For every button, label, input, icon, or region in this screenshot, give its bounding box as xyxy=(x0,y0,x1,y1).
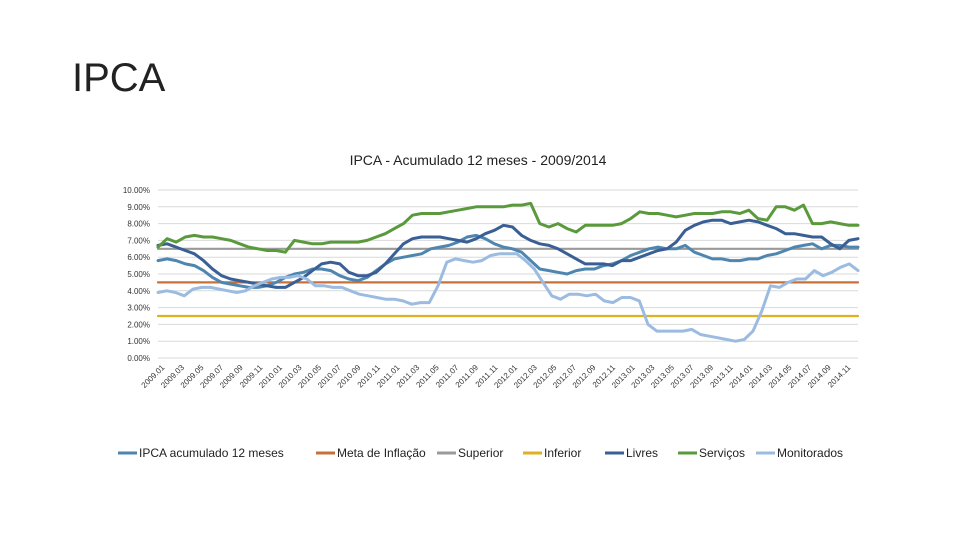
series-layer xyxy=(156,201,860,343)
series-line-0 xyxy=(156,233,860,289)
series-line-6 xyxy=(156,252,860,343)
y-tick-label: 7.00% xyxy=(127,236,150,245)
series-line-4 xyxy=(156,218,860,289)
y-tick-label: 3.00% xyxy=(127,304,150,313)
legend-label: Monitorados xyxy=(777,446,843,460)
y-tick-label: 4.00% xyxy=(127,287,150,296)
legend-label: Inferior xyxy=(544,446,581,460)
y-tick-label: 2.00% xyxy=(127,320,150,329)
slide-title: IPCA xyxy=(72,56,166,100)
legend-label: Meta de Inflação xyxy=(337,446,426,460)
x-axis: 2009.012009.032009.052009.072009.092009.… xyxy=(140,363,853,390)
legend-label: Serviços xyxy=(699,446,745,460)
legend-label: Superior xyxy=(458,446,503,460)
y-axis: 0.00% 1.00% 2.00% 3.00% 4.00% 5.00% 6.00% 7.00%… xyxy=(123,186,150,363)
y-tick-label: 0.00% xyxy=(127,354,150,363)
y-tick-label: 6.00% xyxy=(127,253,150,262)
y-tick-label: 8.00% xyxy=(127,220,150,229)
legend-label: Livres xyxy=(626,446,658,460)
y-tick-label: 1.00% xyxy=(127,337,150,346)
y-tick-label: 5.00% xyxy=(127,270,150,279)
y-tick-label: 10.00% xyxy=(123,186,150,195)
y-tick-label: 9.00% xyxy=(127,203,150,212)
series-line-5 xyxy=(156,201,860,254)
chart-title: IPCA - Acumulado 12 meses - 2009/2014 xyxy=(350,152,607,168)
legend: IPCA acumulado 12 meses Meta de Inflação S… xyxy=(118,446,843,460)
legend-label: IPCA acumulado 12 meses xyxy=(139,446,284,460)
